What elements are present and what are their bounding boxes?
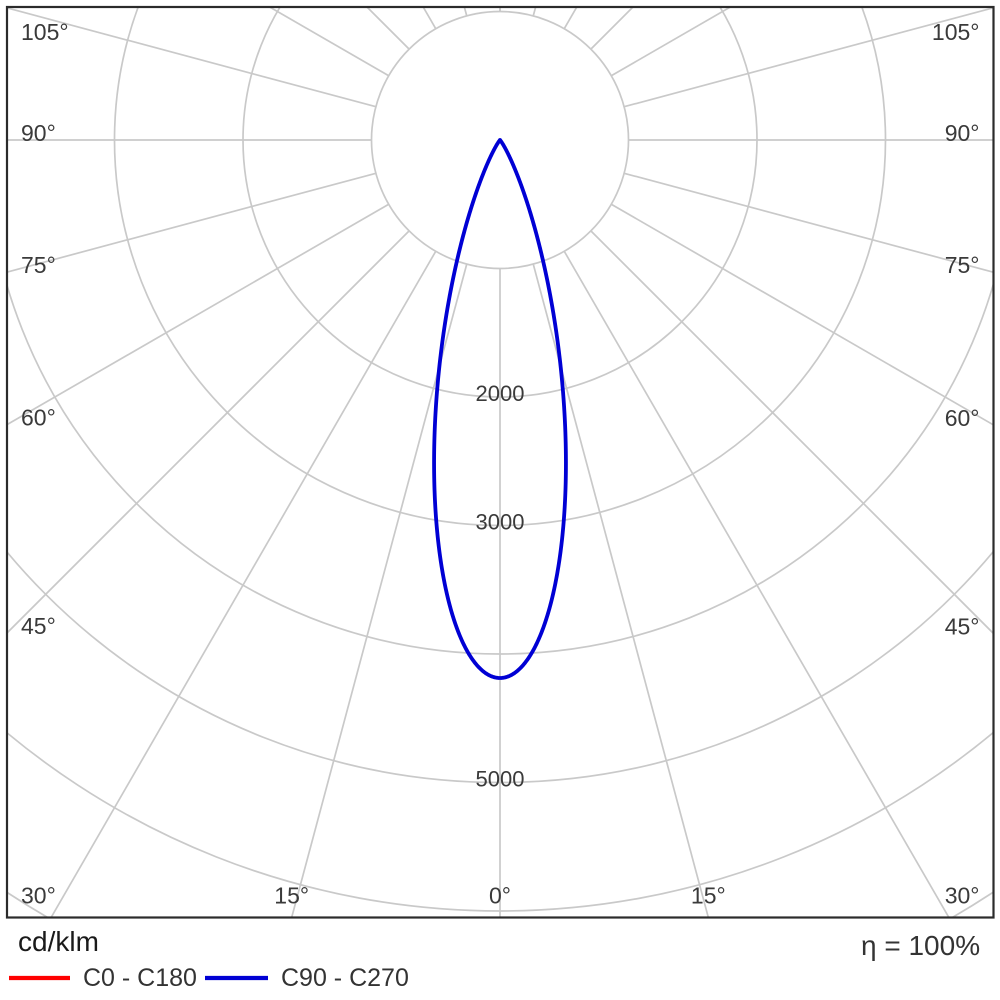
svg-text:75°: 75° — [945, 252, 980, 278]
svg-text:90°: 90° — [21, 120, 56, 146]
svg-text:cd/klm: cd/klm — [18, 926, 99, 957]
svg-text:45°: 45° — [21, 613, 56, 639]
svg-text:75°: 75° — [21, 252, 56, 278]
svg-text:60°: 60° — [945, 405, 980, 431]
svg-text:0°: 0° — [489, 883, 511, 909]
svg-text:5000: 5000 — [476, 767, 525, 792]
svg-text:30°: 30° — [945, 883, 980, 909]
svg-text:45°: 45° — [945, 614, 980, 640]
svg-text:C90 - C270: C90 - C270 — [281, 964, 409, 992]
svg-text:30°: 30° — [21, 883, 56, 909]
svg-text:90°: 90° — [945, 120, 980, 146]
svg-text:2000: 2000 — [476, 381, 525, 406]
svg-text:105°: 105° — [932, 19, 980, 45]
svg-text:105°: 105° — [21, 19, 69, 45]
svg-text:η = 100%: η = 100% — [861, 930, 980, 961]
svg-text:60°: 60° — [21, 405, 56, 431]
svg-text:C0 - C180: C0 - C180 — [83, 964, 197, 992]
svg-text:15°: 15° — [691, 883, 726, 909]
svg-text:15°: 15° — [274, 883, 309, 909]
svg-text:3000: 3000 — [476, 510, 525, 535]
